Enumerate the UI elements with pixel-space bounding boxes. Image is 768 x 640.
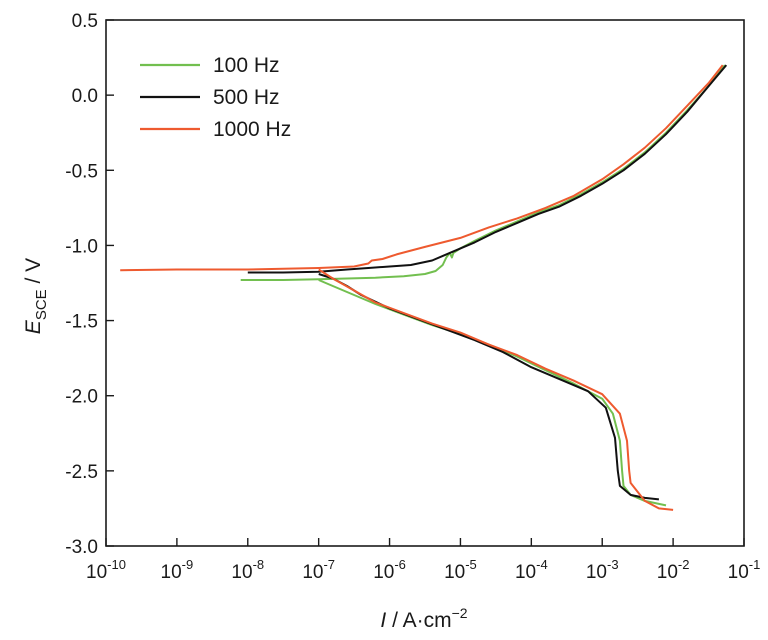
legend-label-500-hz: 500 Hz	[213, 86, 280, 109]
x-tick-base: 10	[515, 562, 536, 583]
x-tick-exp: -2	[678, 557, 690, 572]
x-tick-exp: -1	[749, 557, 761, 572]
x-tick-exp: -9	[182, 557, 194, 572]
x-axis-sup: −2	[452, 605, 468, 621]
y-tick-label: 0.0	[72, 86, 98, 107]
x-tick-base: 10	[728, 562, 749, 583]
x-tick-exp: -7	[323, 557, 335, 572]
y-axis-sub: SCE	[33, 289, 50, 320]
plot-frame	[105, 19, 745, 547]
y-axis-var: E	[22, 319, 45, 334]
x-tick-exp: -3	[607, 557, 619, 572]
x-tick-label: 10-6	[373, 557, 406, 583]
x-tick-exp: -5	[465, 557, 477, 572]
x-tick-label: 10-3	[586, 557, 619, 583]
x-tick-base: 10	[586, 562, 607, 583]
x-tick-base: 10	[302, 562, 323, 583]
series-1000-hz-anodic	[120, 64, 724, 272]
x-tick-label: 10-1	[728, 557, 761, 583]
x-tick-exp: -10	[107, 557, 126, 572]
x-axis-var: I	[380, 609, 386, 632]
y-tick-label: -2.5	[65, 462, 98, 483]
x-tick-base: 10	[657, 562, 678, 583]
legend-label-100-hz: 100 Hz	[213, 54, 280, 77]
x-tick-base: 10	[231, 562, 252, 583]
x-tick-base: 10	[373, 562, 394, 583]
y-axis-unit: / V	[22, 258, 45, 290]
series-100-hz-cathodic	[318, 279, 667, 507]
x-tick-label: 10-7	[302, 557, 335, 583]
y-tick-label: -2.0	[65, 387, 98, 408]
series-100-hz-anodic	[240, 64, 726, 281]
y-tick-label: -0.5	[65, 161, 98, 182]
x-tick-exp: -8	[253, 557, 265, 572]
series-1000-hz-cathodic	[318, 268, 674, 511]
x-tick-label: 10-9	[161, 557, 194, 583]
x-tick-base: 10	[86, 562, 107, 583]
x-tick-label: 10-4	[515, 557, 548, 583]
x-axis-unit: / A·cm	[386, 609, 451, 632]
x-tick-exp: -4	[536, 557, 548, 572]
y-tick-label: 0.5	[72, 11, 98, 32]
legend-label-1000-hz: 1000 Hz	[213, 118, 291, 141]
legend: 100 Hz 500 Hz 1000 Hz	[140, 54, 291, 141]
x-tick-base: 10	[161, 562, 182, 583]
x-tick-label: 10-5	[444, 557, 477, 583]
x-tick-label: 10-8	[231, 557, 264, 583]
x-axis-label: I / A·cm−2	[380, 605, 467, 632]
curves	[120, 64, 728, 511]
series-500-hz-anodic	[247, 64, 728, 274]
y-tick-label: -3.0	[65, 537, 98, 558]
axis-ticks: 10-10 10-9 10-8 10-7 10-6 10-5 10-4 10-3 10-2 10-…	[65, 11, 760, 583]
series-500-hz-cathodic	[318, 273, 660, 501]
x-tick-base: 10	[444, 562, 465, 583]
y-tick-label: -1.5	[65, 312, 98, 333]
x-tick-label: 10-10	[86, 557, 126, 583]
x-tick-exp: -6	[394, 557, 406, 572]
x-tick-label: 10-2	[657, 557, 690, 583]
y-tick-label: -1.0	[65, 236, 98, 257]
y-axis-label: ESCE / V	[22, 258, 50, 334]
